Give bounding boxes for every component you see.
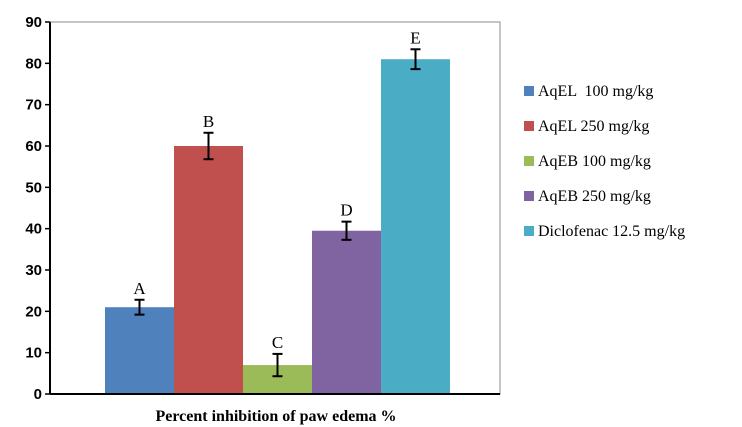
y-tick-label: 50: [25, 179, 42, 196]
bar: [105, 307, 174, 394]
bar-letter-backing: [312, 201, 381, 220]
y-tick-label: 80: [25, 55, 42, 72]
y-tick-label: 90: [25, 14, 42, 31]
bar-letter-label: E: [410, 28, 420, 47]
legend: AqEL 100 mg/kg AqEL 250 mg/kg AqEB 100 mg/…: [524, 83, 685, 240]
bar-letter-backing: [243, 333, 312, 352]
bar-letter-label: B: [203, 112, 214, 131]
bar: [312, 230, 381, 394]
legend-label: AqEB 100 mg/kg: [538, 153, 651, 170]
legend-swatch: [524, 191, 534, 201]
bar: [174, 146, 243, 394]
y-tick-label: 0: [34, 386, 42, 403]
legend-swatch: [524, 226, 534, 236]
y-tick-label: 60: [25, 138, 42, 155]
bar-letter-backing: [105, 279, 174, 298]
y-tick-label: 30: [25, 262, 42, 279]
plot-area: 0 10 20 30 40 50 60 70 80 90 A B C D E: [25, 14, 501, 403]
bar: [381, 59, 450, 394]
legend-label: Diclofenac 12.5 mg/kg: [538, 223, 685, 240]
legend-swatch: [524, 121, 534, 131]
bar-letter-backing: [381, 29, 450, 48]
legend-label: AqEL 100 mg/kg: [538, 83, 653, 100]
y-tick-label: 20: [25, 303, 42, 320]
bar-letter-label: A: [133, 279, 146, 298]
x-axis-title: Percent inhibition of paw edema %: [155, 408, 396, 425]
bar-letter-backing: [174, 112, 243, 131]
bar-letter-label: C: [272, 333, 283, 352]
legend-label: AqEL 250 mg/kg: [538, 118, 649, 135]
legend-swatch: [524, 86, 534, 96]
bar-letter-label: D: [340, 201, 352, 220]
y-tick-label: 40: [25, 221, 42, 238]
y-tick-label: 10: [25, 345, 42, 362]
legend-label: AqEB 250 mg/kg: [538, 188, 651, 205]
legend-swatch: [524, 156, 534, 166]
y-tick-label: 70: [25, 97, 42, 114]
